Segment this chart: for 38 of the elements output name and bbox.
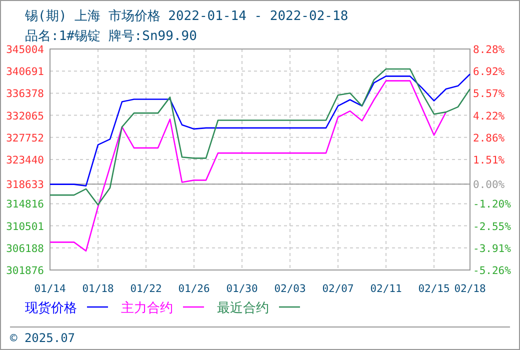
y-tick-label: 310501 (6, 220, 44, 233)
text: © 2025.07 (10, 331, 76, 345)
y-tick-label: 306188 (6, 242, 44, 255)
y-tick-label: 345004 (6, 44, 44, 56)
y-tick-label: 323440 (6, 154, 44, 166)
y-tick-label: 314816 (6, 198, 44, 211)
y-tick-label: 318633 (6, 179, 44, 192)
legend-label: 最近合约 (217, 301, 269, 316)
legend-label: 主力合约 (121, 300, 173, 316)
y-tick-label: 332065 (6, 110, 44, 122)
y2-tick-label: -3.91% (473, 242, 512, 255)
y2-tick-label: -1.20% (473, 198, 512, 211)
y2-tick-label: 4.22% (473, 110, 506, 122)
chart-subtitle: 品名:1#锡锭 牌号:Sn99.90 (25, 29, 197, 44)
y2-tick-label: 5.57% (473, 88, 506, 100)
x-tick-label: 02/07 (322, 283, 354, 295)
y-tick-label: 301876 (6, 265, 44, 277)
y2-tick-label: 0.00% (473, 179, 506, 192)
y2-tick-label: -2.55% (473, 220, 512, 233)
x-tick-label: 02/03 (274, 283, 306, 295)
x-tick-label: 02/15 (418, 283, 450, 295)
chart-title: 锡(期) 上海 市场价格 2022-01-14 - 2022-02-18 (24, 9, 348, 24)
x-tick-label: 01/26 (178, 283, 210, 295)
x-tick-label: 02/18 (454, 283, 486, 295)
x-tick-label: 01/22 (130, 283, 162, 295)
y2-tick-label: 6.92% (473, 66, 506, 78)
y-tick-label: 336378 (6, 88, 44, 100)
y2-tick-label: 1.51% (473, 154, 506, 166)
y-tick-label: 327752 (6, 132, 44, 144)
legend-label: 现货价格 (25, 301, 77, 316)
x-tick-label: 02/11 (370, 283, 402, 295)
y2-tick-label: -5.26% (473, 265, 512, 277)
x-tick-label: 01/14 (34, 283, 66, 295)
x-tick-label: 01/18 (82, 283, 114, 295)
y2-tick-label: 2.86% (473, 132, 506, 144)
y2-tick-label: 8.28% (473, 44, 506, 56)
x-tick-label: 01/30 (226, 283, 258, 295)
y-tick-label: 340691 (6, 66, 44, 78)
